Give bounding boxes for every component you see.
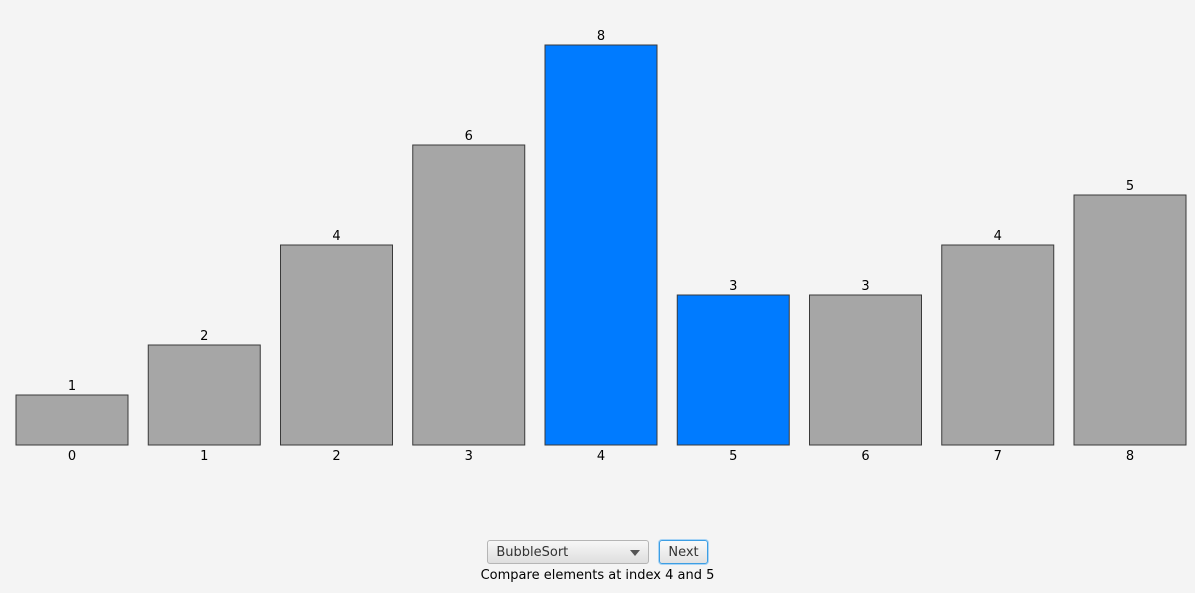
bar-index-label: 8	[1126, 449, 1134, 464]
bar-value-label: 4	[994, 229, 1002, 244]
bar-value-label: 2	[200, 329, 208, 344]
bar	[412, 144, 526, 446]
bar	[1073, 194, 1187, 446]
bar-index-label: 6	[861, 449, 869, 464]
bar-value-label: 6	[465, 129, 473, 144]
controls-bar: BubbleSort Next	[0, 540, 1195, 564]
algorithm-select-value: BubbleSort	[496, 544, 569, 560]
bar-value-label: 4	[332, 229, 340, 244]
highlighted-bar	[676, 294, 790, 446]
algorithm-select[interactable]: BubbleSort	[487, 540, 650, 564]
bar-index-label: 0	[68, 449, 76, 464]
bar-value-label: 3	[729, 279, 737, 294]
bar-index-label: 5	[729, 449, 737, 464]
bar	[15, 394, 129, 446]
bar	[147, 344, 261, 446]
highlighted-bar	[544, 44, 658, 446]
bar-index-label: 4	[597, 449, 605, 464]
bar	[809, 294, 922, 446]
bar-value-label: 1	[68, 379, 76, 394]
bar-index-label: 7	[994, 449, 1002, 464]
chevron-down-icon	[630, 550, 641, 556]
bar-index-label: 3	[465, 449, 473, 464]
next-button[interactable]: Next	[659, 540, 708, 564]
bar-chart: 1 0 2 1 4 2 6 3 8 4 3 5 3 6 4 7 5 8	[15, 29, 1187, 464]
status-message: Compare elements at index 4 and 5	[480, 568, 715, 583]
bar	[280, 244, 393, 446]
bar-value-label: 8	[597, 29, 605, 44]
bar-index-label: 2	[332, 449, 340, 464]
bar-value-label: 5	[1126, 179, 1134, 194]
bar-value-label: 3	[861, 279, 869, 294]
bar-index-label: 1	[200, 449, 208, 464]
bar	[941, 244, 1055, 446]
